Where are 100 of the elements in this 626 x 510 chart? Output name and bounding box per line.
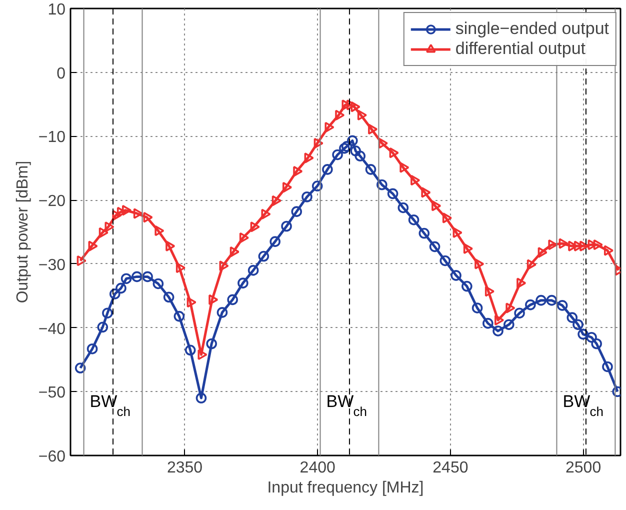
point	[230, 246, 240, 258]
point	[272, 195, 282, 206]
point	[238, 278, 248, 288]
y-tick-label: −40	[38, 320, 66, 338]
y-tick-label: −60	[38, 448, 66, 466]
point	[546, 294, 558, 306]
point	[339, 142, 350, 154]
point	[143, 212, 153, 223]
point	[312, 180, 323, 192]
point	[442, 212, 452, 224]
x-tick-label: 2500	[566, 460, 602, 476]
point	[556, 300, 568, 311]
point	[248, 264, 259, 276]
x-tick-label: 2400	[300, 460, 336, 476]
point	[354, 150, 366, 162]
point	[580, 240, 590, 252]
point	[398, 202, 409, 214]
point	[450, 270, 462, 281]
point	[332, 149, 343, 160]
point	[578, 328, 588, 340]
point	[516, 278, 526, 288]
point	[472, 302, 483, 314]
point	[604, 245, 614, 256]
point	[432, 200, 442, 212]
point	[574, 240, 584, 252]
point	[176, 262, 186, 274]
point	[566, 312, 578, 323]
point	[482, 318, 494, 329]
point	[452, 227, 462, 238]
point	[133, 208, 144, 219]
point	[196, 392, 207, 404]
x-tick-label: 2450	[432, 460, 468, 476]
point	[506, 302, 516, 314]
point	[335, 110, 345, 121]
point	[462, 280, 472, 292]
y-tick-label: 0	[56, 65, 66, 82]
point	[558, 238, 568, 249]
point	[526, 259, 537, 270]
y-tick-label: −10	[38, 129, 66, 146]
point	[314, 138, 324, 149]
point	[548, 239, 558, 250]
point	[421, 187, 431, 198]
point	[216, 307, 228, 318]
point	[525, 299, 536, 310]
x-axis-title: Input frequency [MHz]	[267, 480, 424, 496]
point	[281, 220, 292, 232]
point	[282, 182, 292, 193]
point	[142, 271, 153, 282]
point	[174, 310, 185, 322]
point	[152, 278, 164, 290]
point	[104, 221, 114, 232]
point	[463, 243, 474, 254]
point	[227, 294, 238, 306]
point	[198, 349, 208, 360]
y-tick-label: 10	[48, 2, 66, 18]
y-tick-label: −50	[38, 384, 66, 402]
point	[400, 162, 410, 173]
point	[293, 166, 303, 177]
point	[239, 232, 250, 244]
point	[76, 255, 86, 266]
point	[342, 100, 352, 110]
point	[186, 296, 196, 308]
point	[109, 288, 120, 300]
point	[302, 191, 312, 202]
point	[572, 319, 584, 330]
point	[593, 239, 603, 250]
point	[429, 241, 440, 252]
point	[350, 101, 360, 112]
point	[88, 240, 98, 252]
point	[494, 314, 504, 326]
point	[492, 326, 504, 336]
point	[122, 204, 132, 216]
point	[206, 338, 217, 350]
point	[97, 322, 108, 333]
point	[116, 206, 127, 218]
point	[357, 110, 368, 121]
point	[365, 164, 376, 175]
point	[250, 221, 260, 232]
point	[74, 362, 86, 374]
point	[120, 273, 132, 284]
point	[440, 255, 451, 266]
point	[304, 152, 314, 164]
point	[98, 227, 108, 238]
point	[270, 236, 280, 247]
point	[410, 174, 420, 186]
point	[341, 141, 352, 152]
point	[378, 138, 388, 149]
point	[586, 332, 597, 343]
point	[538, 247, 548, 258]
point	[102, 308, 113, 318]
point	[504, 319, 514, 330]
point	[588, 239, 598, 250]
point	[474, 258, 484, 270]
point	[324, 122, 334, 133]
y-tick-label: −30	[38, 256, 66, 274]
point	[116, 282, 126, 294]
point	[602, 361, 613, 372]
point	[536, 294, 546, 306]
point	[112, 210, 122, 221]
point	[261, 208, 271, 220]
